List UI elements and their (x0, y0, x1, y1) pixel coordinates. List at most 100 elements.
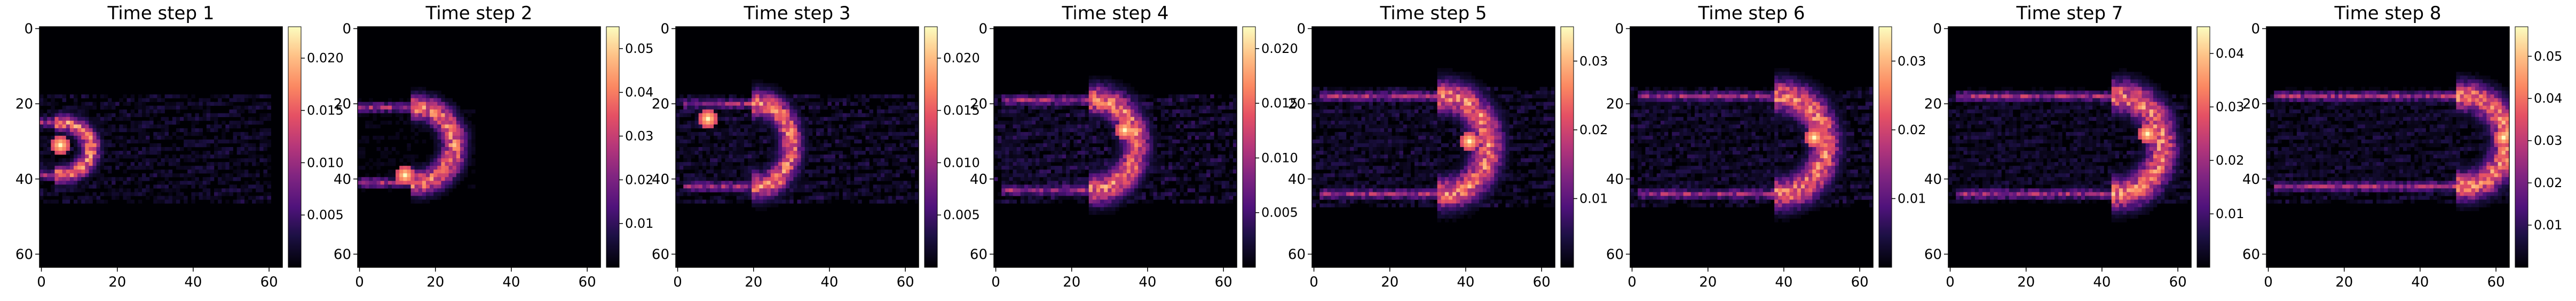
heatmap-cell (1115, 132, 1119, 136)
heatmap-cell (1225, 139, 1230, 144)
heatmap-cell (1210, 177, 1214, 181)
heatmap-cell (1104, 102, 1108, 106)
heatmap-cell (691, 192, 695, 196)
heatmap-cell (1032, 188, 1036, 192)
heatmap-cell (107, 105, 112, 110)
heatmap-cell (706, 102, 710, 106)
heatmap-cell (107, 102, 112, 106)
heatmap-cell (210, 199, 215, 204)
heatmap-cell (888, 184, 892, 189)
heatmap-cell (66, 147, 70, 151)
heatmap-cell (112, 151, 116, 155)
heatmap-cell (1221, 135, 1226, 140)
heatmap-cell (1134, 90, 1139, 95)
heatmap-cell (854, 173, 858, 177)
heatmap-cell (797, 188, 801, 192)
heatmap-cell (195, 105, 199, 110)
heatmap-cell (1168, 94, 1173, 98)
heatmap-cell (702, 120, 707, 125)
heatmap-cell (1062, 169, 1066, 174)
heatmap-cell (195, 192, 199, 196)
heatmap-cell (1198, 158, 1203, 163)
heatmap-cell (1191, 166, 1196, 170)
heatmap-cell (1130, 132, 1135, 136)
heatmap-cell (422, 181, 426, 185)
heatmap-cell (876, 117, 881, 121)
heatmap-cell (748, 173, 752, 177)
heatmap-cell (797, 184, 801, 189)
heatmap-cell (85, 143, 89, 148)
heatmap-cell (729, 128, 733, 133)
heatmap-cell (899, 155, 904, 159)
heatmap-cell (119, 124, 123, 129)
heatmap-cell (1100, 203, 1104, 207)
heatmap-cell (1206, 132, 1211, 136)
heatmap-cell (149, 158, 154, 163)
heatmap-cell (789, 188, 794, 192)
heatmap-cell (47, 147, 51, 151)
heatmap-cell (149, 162, 154, 166)
heatmap-cell (1047, 155, 1051, 159)
heatmap-cell (1073, 151, 1078, 155)
heatmap-cell (687, 177, 691, 181)
heatmap-cell (797, 166, 801, 170)
heatmap-cell (1096, 169, 1101, 174)
heatmap-cell (854, 147, 858, 151)
heatmap-cell (391, 162, 396, 166)
heatmap-cell (39, 177, 44, 181)
heatmap-cell (422, 169, 426, 174)
heatmap-cell (1066, 143, 1070, 148)
heatmap-cell (835, 105, 839, 110)
heatmap-cell (410, 120, 415, 125)
heatmap-cell (403, 173, 407, 177)
heatmap-cell (759, 79, 763, 83)
heatmap-cell (180, 184, 184, 189)
heatmap-cell (1206, 188, 1211, 192)
heatmap-cell (456, 177, 461, 181)
heatmap-cell (62, 117, 67, 121)
heatmap-cell (81, 155, 85, 159)
heatmap-cell (430, 90, 434, 95)
heatmap-cell (835, 109, 839, 114)
heatmap-cell (236, 162, 241, 166)
heatmap-cell (808, 143, 813, 148)
heatmap-cell (1149, 147, 1153, 151)
heatmap-cell (1130, 98, 1135, 102)
heatmap-cell (1157, 98, 1161, 102)
x-tick-label: 20 (1063, 274, 1080, 290)
heatmap-cell (43, 199, 48, 204)
heatmap-cell (748, 188, 752, 192)
heatmap-cell (778, 132, 783, 136)
heatmap-cell (842, 113, 847, 118)
heatmap-cell (1092, 124, 1097, 129)
heatmap-cell (1142, 155, 1146, 159)
heatmap-cell (694, 109, 699, 114)
heatmap-cell (89, 162, 93, 166)
heatmap-cell (698, 94, 703, 98)
heatmap-cell (236, 109, 241, 114)
heatmap-cell (89, 117, 93, 121)
heatmap-cell (782, 120, 786, 125)
heatmap-cell (850, 113, 855, 118)
heatmap-cell (824, 181, 828, 185)
heatmap-cell (96, 181, 101, 185)
heatmap-cell (229, 120, 233, 125)
y-tick-label: 20 (970, 96, 987, 112)
heatmap-cell (698, 196, 703, 200)
heatmap-cell (1191, 105, 1196, 110)
heatmap-cell (1134, 120, 1139, 125)
heatmap-cell (1013, 135, 1017, 140)
heatmap-cell (1043, 181, 1047, 185)
heatmap-cell (1054, 124, 1059, 129)
heatmap-cell (206, 151, 211, 155)
heatmap-cell (1005, 188, 1009, 192)
heatmap-cell (911, 139, 915, 144)
heatmap-cell (1180, 94, 1184, 98)
heatmap-cell (808, 128, 813, 133)
heatmap-cell (214, 94, 218, 98)
heatmap-cell (755, 113, 760, 118)
heatmap-cell (793, 135, 797, 140)
heatmap-cell (1032, 196, 1036, 200)
heatmap-cell (1054, 113, 1059, 118)
heatmap-cell (752, 188, 756, 192)
